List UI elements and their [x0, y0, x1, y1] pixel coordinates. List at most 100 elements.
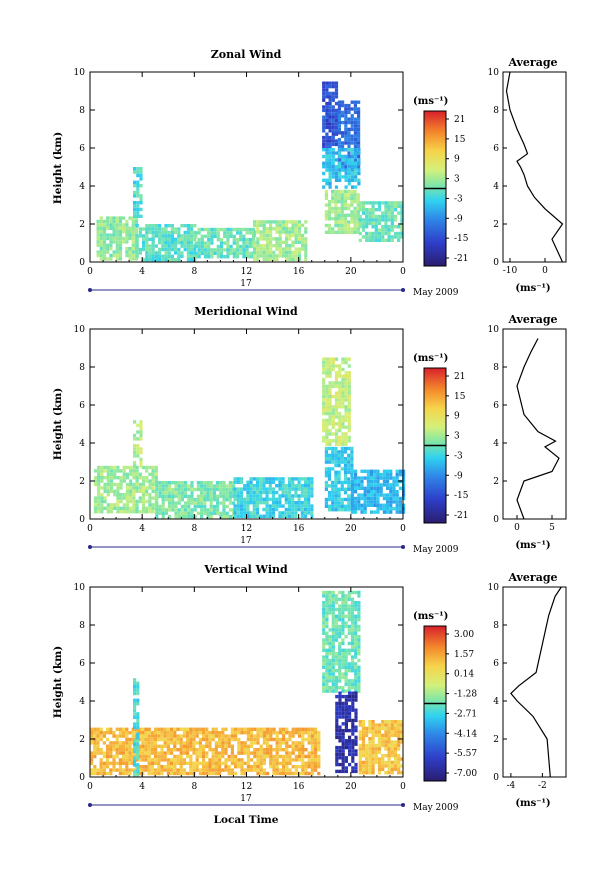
heatmap-cell — [259, 731, 263, 735]
heatmap-cell — [322, 601, 326, 605]
heatmap-cell — [259, 494, 263, 498]
heatmap-cell — [129, 469, 133, 473]
heatmap-cell — [335, 694, 339, 699]
heatmap-cell — [118, 765, 122, 769]
heatmap-cell — [331, 364, 335, 368]
heatmap-cell — [361, 218, 366, 222]
heatmap-cell — [377, 228, 382, 232]
heatmap-cell — [301, 727, 305, 731]
heatmap-cell — [347, 110, 351, 115]
heatmap-cell — [219, 491, 223, 495]
heatmap-cell — [327, 223, 332, 228]
colorbar-tick-label: 3.00 — [454, 630, 474, 640]
x-axis-label-local-time: Local Time — [214, 814, 279, 826]
heatmap-cell — [353, 200, 357, 204]
heatmap-cell — [354, 479, 358, 484]
heatmap-cell — [331, 394, 335, 399]
heatmap-cell — [232, 241, 236, 245]
heatmap-cell — [212, 511, 216, 515]
heatmap-cell — [291, 771, 295, 776]
heatmap-cell — [154, 734, 158, 738]
heatmap-cell — [344, 621, 348, 625]
heatmap-cell — [136, 454, 140, 458]
heatmap-cell — [324, 480, 328, 485]
heatmap-cell — [350, 168, 355, 172]
heatmap-cell — [209, 501, 213, 505]
heatmap-cell — [118, 731, 122, 735]
heatmap-cell — [354, 486, 358, 490]
heatmap-cell — [341, 168, 345, 172]
heatmap-cell — [97, 499, 101, 504]
heatmap-cell — [243, 484, 247, 488]
heatmap-cell — [144, 737, 148, 742]
colorbar-tick-label: -15 — [454, 491, 469, 501]
heatmap-cell — [262, 223, 266, 227]
heatmap-cell — [328, 91, 332, 96]
heatmap-cell — [370, 496, 374, 501]
heatmap-cell — [226, 248, 230, 252]
heatmap-cell — [151, 486, 155, 490]
heatmap-cell — [335, 718, 339, 723]
heatmap-cell — [350, 486, 354, 490]
heatmap-cell — [400, 733, 404, 737]
heatmap-cell — [246, 765, 250, 769]
heatmap-cell — [249, 490, 253, 495]
heatmap-cell — [314, 737, 318, 742]
heatmap-cell — [351, 766, 355, 770]
heatmap-cell — [195, 741, 199, 745]
heatmap-cell — [243, 768, 247, 772]
heatmap-cell — [256, 230, 260, 234]
heatmap-cell — [174, 487, 178, 492]
heatmap-cell — [341, 367, 345, 372]
heatmap-cell — [168, 515, 172, 519]
average-y-tick-label: 6 — [493, 401, 499, 411]
heatmap-cell — [164, 494, 168, 498]
heatmap-cell — [337, 460, 341, 464]
heatmap-cell — [158, 241, 162, 245]
heatmap-cell — [328, 645, 332, 649]
x-tick-label: 0 — [400, 782, 406, 792]
colorbar-tick-label: 21 — [454, 115, 465, 125]
heatmap-cell — [350, 230, 354, 234]
colorbar-tick-label: 21 — [454, 372, 465, 382]
heatmap-cell — [377, 231, 382, 236]
heatmap-cell — [222, 508, 226, 512]
heatmap-cell — [354, 762, 358, 767]
heatmap-cell — [374, 733, 378, 737]
heatmap-cell — [307, 761, 311, 765]
date-bar-meridional: 17 May 2009 — [88, 536, 459, 555]
heatmap-cell — [216, 227, 220, 232]
heatmap-cell — [325, 425, 329, 429]
heatmap-cell — [287, 480, 292, 484]
heatmap-cell — [268, 484, 272, 488]
heatmap-cell — [200, 238, 204, 242]
heatmap-cell — [331, 618, 335, 622]
heatmap-cell — [397, 754, 401, 758]
heatmap-cell — [138, 251, 142, 255]
heatmap-cell — [340, 213, 344, 217]
heatmap-cell — [395, 490, 399, 494]
heatmap-cell — [395, 507, 399, 511]
heatmap-cell — [354, 510, 358, 514]
heatmap-cell — [214, 731, 218, 735]
heatmap-cell — [307, 490, 311, 495]
heatmap-cell — [230, 761, 234, 765]
heatmap-cell — [307, 741, 311, 745]
heatmap-cell — [256, 758, 260, 762]
heatmap-cell — [334, 463, 338, 468]
heatmap-cell — [344, 411, 348, 416]
heatmap-cell — [233, 490, 237, 495]
heatmap-cell — [360, 503, 364, 507]
heatmap-cell — [307, 754, 311, 759]
heatmap-cell — [97, 465, 101, 470]
heatmap-cell — [347, 117, 351, 121]
heatmap-cell — [221, 737, 225, 742]
heatmap-cell — [288, 237, 292, 241]
heatmap-cell — [216, 481, 220, 485]
heatmap-cell — [325, 401, 329, 406]
heatmap-cell — [310, 511, 314, 515]
heatmap-cell — [343, 487, 348, 491]
heatmap-cell — [357, 652, 361, 656]
heatmap-cell — [115, 754, 119, 759]
heatmap-cell — [350, 658, 355, 663]
